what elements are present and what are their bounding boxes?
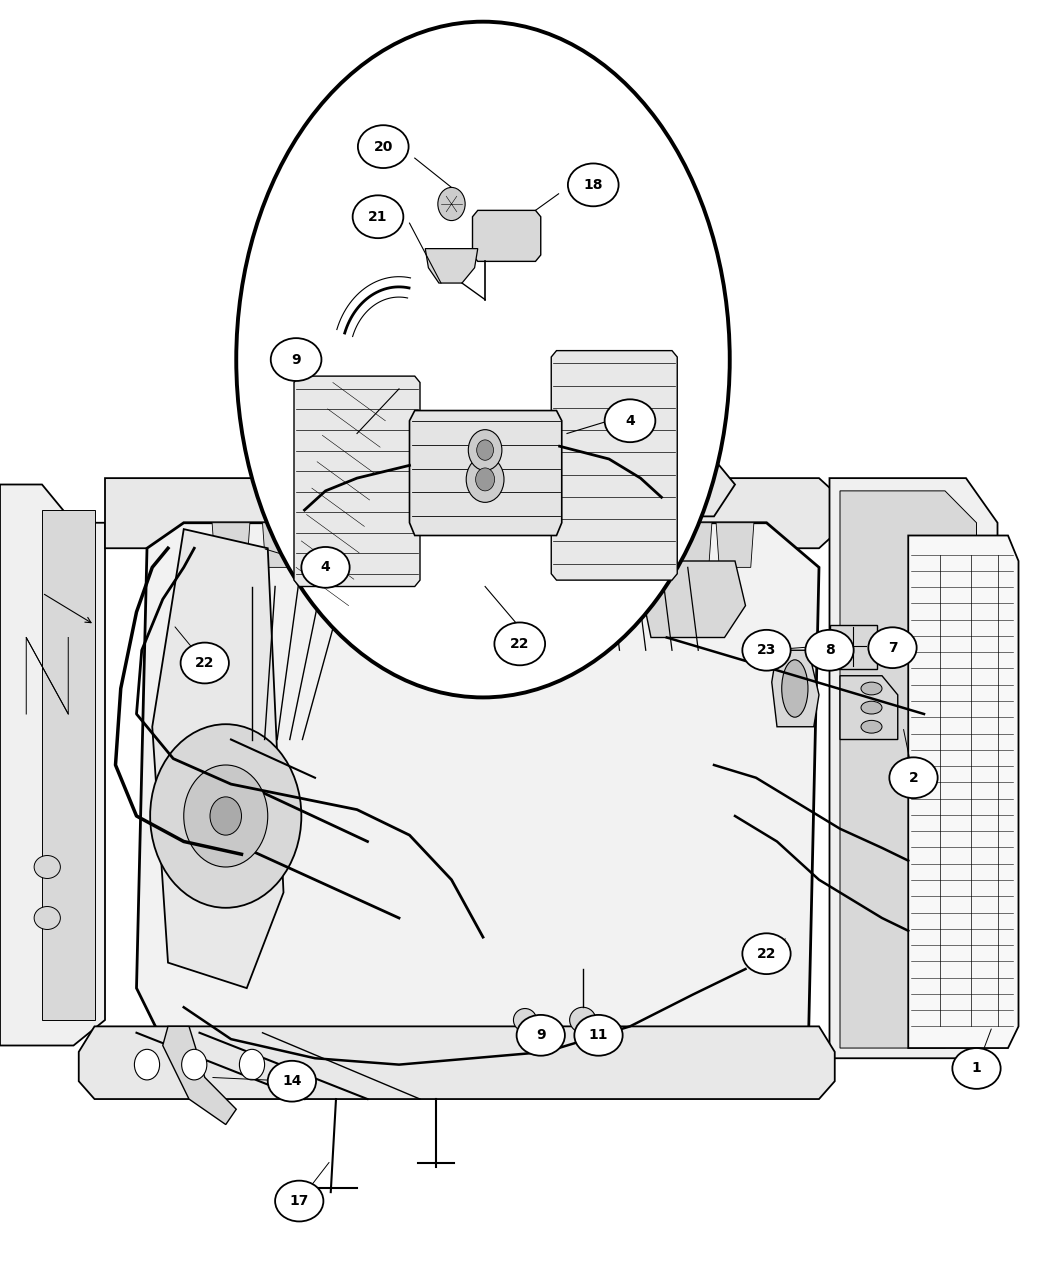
Polygon shape <box>430 421 556 459</box>
Text: 2: 2 <box>908 771 919 784</box>
Polygon shape <box>908 536 1018 1048</box>
Polygon shape <box>716 523 754 567</box>
Polygon shape <box>772 650 819 727</box>
Text: 14: 14 <box>282 1075 301 1088</box>
Circle shape <box>182 1049 207 1080</box>
Ellipse shape <box>34 856 61 878</box>
Ellipse shape <box>569 1007 596 1033</box>
Text: 17: 17 <box>290 1195 309 1207</box>
Text: 20: 20 <box>374 140 393 153</box>
Circle shape <box>477 440 493 460</box>
Ellipse shape <box>268 1061 316 1102</box>
Circle shape <box>184 765 268 867</box>
Ellipse shape <box>805 630 854 671</box>
Text: 8: 8 <box>824 644 835 657</box>
Ellipse shape <box>742 933 791 974</box>
Polygon shape <box>414 523 452 567</box>
Ellipse shape <box>271 338 321 381</box>
Circle shape <box>239 1049 265 1080</box>
Polygon shape <box>425 249 478 283</box>
Text: 22: 22 <box>757 947 776 960</box>
Text: 22: 22 <box>510 638 529 650</box>
Circle shape <box>134 1049 160 1080</box>
Ellipse shape <box>353 195 403 238</box>
Ellipse shape <box>952 1048 1001 1089</box>
Ellipse shape <box>495 622 545 666</box>
Polygon shape <box>313 523 351 567</box>
Polygon shape <box>840 491 976 1048</box>
Polygon shape <box>136 523 819 1077</box>
Polygon shape <box>830 478 997 1058</box>
Ellipse shape <box>861 701 882 714</box>
Circle shape <box>438 187 465 221</box>
Polygon shape <box>42 510 94 1020</box>
Ellipse shape <box>752 937 781 963</box>
Polygon shape <box>632 523 670 567</box>
Ellipse shape <box>513 1009 537 1031</box>
Text: 4: 4 <box>625 414 635 427</box>
Polygon shape <box>551 351 677 580</box>
Polygon shape <box>163 1026 236 1125</box>
Ellipse shape <box>861 720 882 733</box>
Text: 9: 9 <box>291 353 301 366</box>
Ellipse shape <box>181 643 229 683</box>
Ellipse shape <box>358 125 408 168</box>
Polygon shape <box>363 523 401 567</box>
Polygon shape <box>674 523 712 567</box>
Circle shape <box>466 456 504 502</box>
Polygon shape <box>105 478 840 548</box>
Ellipse shape <box>517 1015 565 1056</box>
Text: 7: 7 <box>887 641 898 654</box>
Ellipse shape <box>742 630 791 671</box>
Polygon shape <box>152 529 284 988</box>
Ellipse shape <box>568 163 618 207</box>
Polygon shape <box>0 484 105 1046</box>
Polygon shape <box>506 523 544 567</box>
Polygon shape <box>590 523 628 567</box>
Ellipse shape <box>190 648 219 673</box>
Polygon shape <box>294 376 420 586</box>
Text: 4: 4 <box>320 561 331 574</box>
Circle shape <box>210 797 242 835</box>
Polygon shape <box>262 523 300 567</box>
Text: 21: 21 <box>369 210 387 223</box>
Polygon shape <box>464 523 502 567</box>
Circle shape <box>468 430 502 470</box>
Polygon shape <box>830 625 877 669</box>
Ellipse shape <box>605 399 655 442</box>
Polygon shape <box>640 561 746 638</box>
Polygon shape <box>840 676 898 739</box>
Text: 18: 18 <box>584 179 603 191</box>
Polygon shape <box>79 1026 835 1099</box>
Ellipse shape <box>889 757 938 798</box>
Ellipse shape <box>34 907 61 929</box>
Ellipse shape <box>868 627 917 668</box>
Circle shape <box>476 468 495 491</box>
Ellipse shape <box>574 1015 623 1056</box>
Ellipse shape <box>301 547 350 588</box>
Polygon shape <box>472 210 541 261</box>
Ellipse shape <box>781 660 809 717</box>
Polygon shape <box>304 459 735 516</box>
Text: 9: 9 <box>536 1029 546 1042</box>
Circle shape <box>150 724 301 908</box>
Polygon shape <box>212 523 250 567</box>
Text: 23: 23 <box>757 644 776 657</box>
Text: 11: 11 <box>589 1029 608 1042</box>
Polygon shape <box>410 411 562 536</box>
Ellipse shape <box>861 682 882 695</box>
Ellipse shape <box>236 22 730 697</box>
Text: 22: 22 <box>195 657 214 669</box>
Text: 1: 1 <box>971 1062 982 1075</box>
Polygon shape <box>548 523 586 567</box>
Ellipse shape <box>275 1181 323 1221</box>
